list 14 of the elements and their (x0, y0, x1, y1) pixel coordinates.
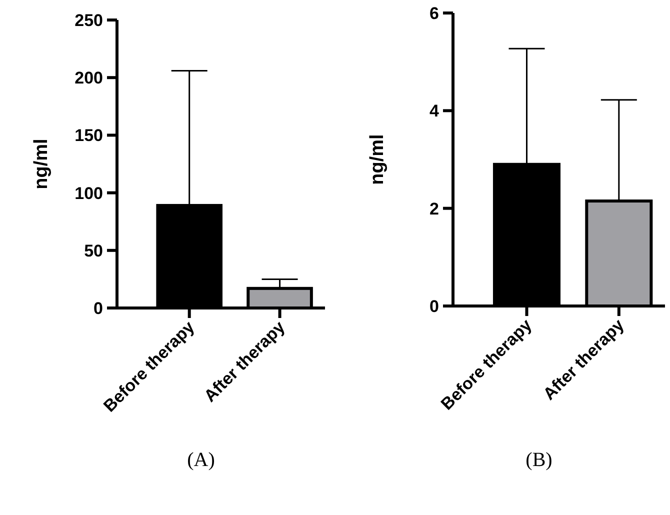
y-tick-label: 4 (430, 102, 440, 121)
y-tick-label: 0 (94, 298, 103, 318)
y-tick-label: 200 (74, 68, 103, 88)
y-tick-label: 2 (430, 199, 439, 218)
y-tick-label: 100 (74, 184, 103, 203)
y-tick-label: 0 (430, 296, 439, 316)
text: (A) (187, 449, 215, 471)
text: (B) (526, 449, 552, 471)
y-tick-label: 6 (430, 4, 439, 23)
y-tick-label: 50 (84, 241, 103, 260)
y-tick-label: 150 (74, 126, 103, 146)
y-axis-title: ng/ml (367, 134, 388, 185)
y-axis-title: ng/ml (31, 138, 52, 190)
y-tick-label: 250 (74, 10, 103, 30)
